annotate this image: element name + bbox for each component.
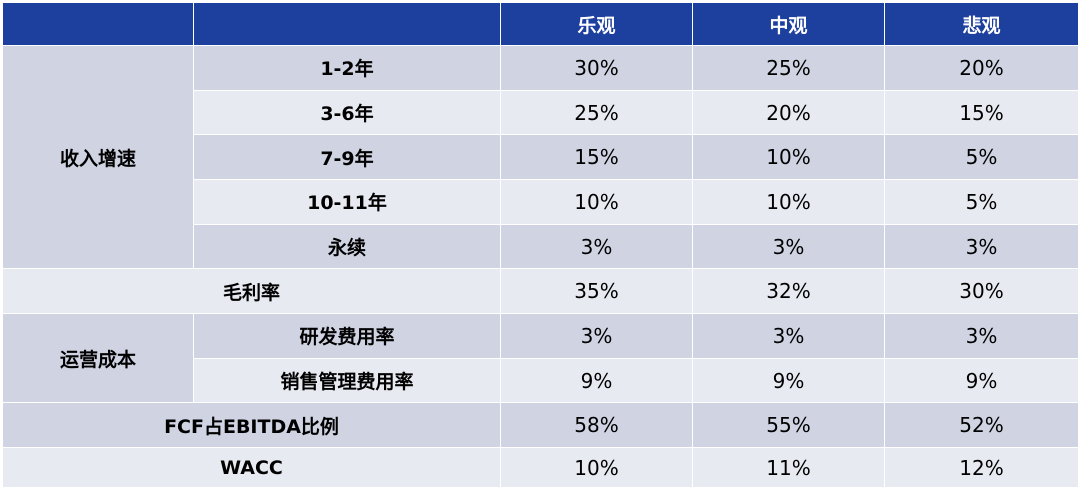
row-label: 1-2年: [193, 45, 501, 91]
value-optimistic: 35%: [500, 268, 693, 315]
table-row: 销售管理费用率 9% 9% 9%: [3, 357, 1079, 404]
value-neutral: 3%: [692, 313, 885, 359]
value-pessimistic: 9%: [884, 357, 1079, 404]
header-neutral: 中观: [692, 2, 885, 46]
table-row: 永续 3% 3% 3%: [3, 223, 1079, 270]
header-row: 乐观 中观 悲观: [2, 2, 1079, 46]
value-optimistic: 58%: [500, 402, 693, 449]
value-pessimistic: 5%: [884, 134, 1079, 181]
value-neutral: 32%: [692, 268, 885, 315]
header-blank-cell-2: [193, 2, 501, 46]
value-neutral: 10%: [692, 179, 885, 225]
row-label: 7-9年: [193, 134, 501, 181]
value-neutral: 9%: [692, 357, 885, 404]
value-pessimistic: 52%: [884, 402, 1079, 449]
value-optimistic: 25%: [500, 89, 693, 136]
value-optimistic: 15%: [500, 134, 693, 181]
value-pessimistic: 3%: [884, 313, 1079, 359]
row-label: 3-6年: [193, 89, 501, 136]
value-optimistic: 30%: [500, 45, 693, 91]
group-label-operating-cost: 运营成本: [2, 313, 194, 404]
value-pessimistic: 15%: [884, 89, 1079, 136]
table-row: 3-6年 25% 20% 15%: [3, 89, 1079, 136]
table-row: FCF占EBITDA比例 58% 55% 52%: [2, 402, 1079, 449]
table-row: 运营成本 研发费用率 3% 3% 3%: [2, 313, 1079, 404]
value-pessimistic: 12%: [884, 447, 1079, 488]
value-pessimistic: 30%: [884, 268, 1079, 315]
value-neutral: 10%: [692, 134, 885, 181]
group-label-revenue-growth: 收入增速: [2, 44, 194, 270]
value-optimistic: 3%: [500, 223, 693, 270]
value-neutral: 3%: [692, 223, 885, 270]
row-label: 10-11年: [193, 179, 501, 225]
header-optimistic: 乐观: [500, 2, 693, 46]
table-row: 7-9年 15% 10% 5%: [3, 134, 1079, 181]
row-label: 毛利率: [2, 268, 501, 315]
value-neutral: 25%: [692, 45, 885, 91]
row-label: 永续: [193, 223, 501, 270]
value-pessimistic: 5%: [884, 179, 1079, 225]
value-pessimistic: 3%: [884, 223, 1079, 270]
value-optimistic: 3%: [500, 313, 693, 359]
table-row: WACC 10% 11% 12%: [2, 447, 1079, 488]
value-neutral: 11%: [692, 447, 885, 488]
table-row: 毛利率 35% 32% 30%: [2, 268, 1079, 315]
value-optimistic: 10%: [500, 447, 693, 488]
value-optimistic: 10%: [500, 179, 693, 225]
row-label: FCF占EBITDA比例: [2, 402, 501, 449]
row-label: 销售管理费用率: [193, 357, 501, 404]
value-pessimistic: 20%: [884, 45, 1079, 91]
row-label: WACC: [2, 447, 501, 488]
header-pessimistic: 悲观: [884, 2, 1079, 46]
table-row: 收入增速 1-2年 30% 25% 20%: [2, 44, 1079, 270]
value-neutral: 55%: [692, 402, 885, 449]
header-blank-cell: [2, 2, 194, 46]
value-neutral: 20%: [692, 89, 885, 136]
row-label: 研发费用率: [193, 313, 501, 359]
value-optimistic: 9%: [500, 357, 693, 404]
